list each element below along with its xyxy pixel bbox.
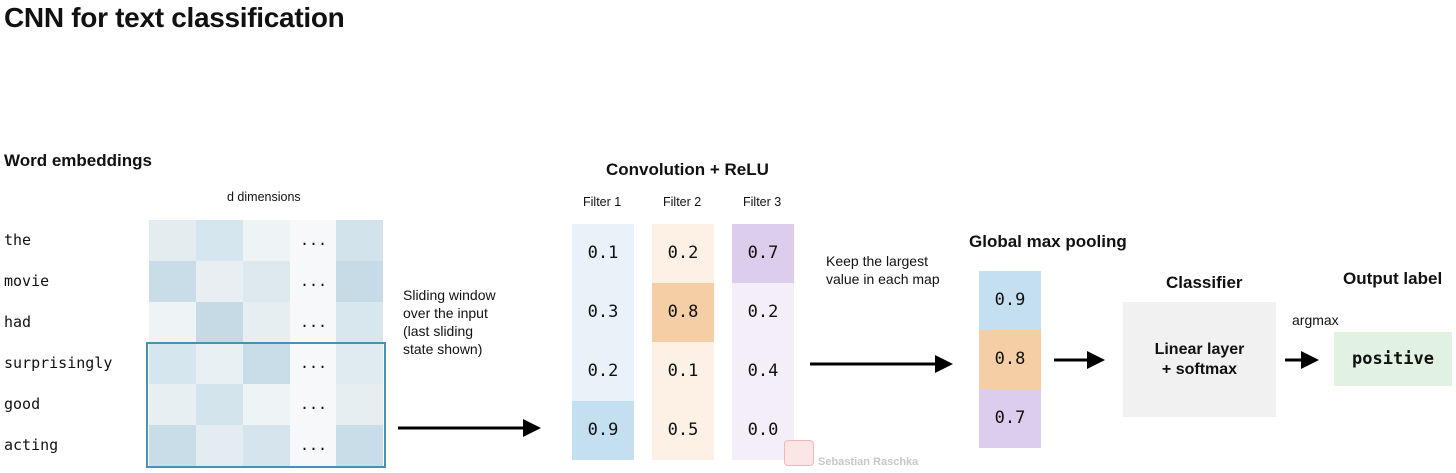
keep-largest-note: Keep the largest value in each map bbox=[826, 252, 940, 288]
embedding-cell bbox=[336, 220, 383, 261]
embedding-cell bbox=[243, 261, 290, 302]
embedding-cell bbox=[243, 384, 290, 425]
watermark-text: Sebastian Raschka bbox=[818, 456, 919, 468]
embedding-cell bbox=[149, 343, 196, 384]
sliding-window-box bbox=[146, 342, 386, 468]
embedding-cell bbox=[196, 302, 243, 343]
embedding-cell bbox=[336, 425, 383, 466]
pooling-heading: Global max pooling bbox=[969, 232, 1127, 251]
sliding-note-line: over the input bbox=[403, 305, 488, 321]
keep-note-line: value in each map bbox=[826, 271, 940, 287]
ellipsis-cell: ... bbox=[290, 343, 337, 384]
keep-note-line: Keep the largest bbox=[826, 253, 928, 269]
diagram-title: CNN for text classification bbox=[4, 2, 345, 33]
feature-map-cell: 0.3 bbox=[572, 283, 634, 342]
embedding-cell bbox=[196, 343, 243, 384]
embedding-cell bbox=[196, 425, 243, 466]
classifier-heading: Classifier bbox=[1166, 273, 1243, 292]
argmax-label: argmax bbox=[1292, 312, 1339, 328]
embedding-cell bbox=[149, 220, 196, 261]
embedding-cell bbox=[149, 302, 196, 343]
embedding-cell bbox=[149, 425, 196, 466]
filter-label: Filter 3 bbox=[743, 195, 782, 209]
classifier-line: Linear layer bbox=[1154, 340, 1245, 358]
filter-label: Filter 2 bbox=[663, 195, 702, 209]
embedding-cell bbox=[149, 384, 196, 425]
feature-map-cell: 0.8 bbox=[652, 283, 714, 342]
embeddings-heading: Word embeddings bbox=[4, 151, 152, 170]
sliding-note-line: state shown) bbox=[403, 341, 483, 357]
ellipsis-cell: ... bbox=[290, 384, 337, 425]
embedding-cell bbox=[336, 302, 383, 343]
word-label: the bbox=[4, 231, 32, 249]
feature-map-cell: 0.0 bbox=[732, 401, 794, 460]
embedding-cell bbox=[196, 384, 243, 425]
ellipsis-cell: ... bbox=[290, 220, 337, 261]
feature-map-cell: 0.5 bbox=[652, 401, 714, 460]
feature-map-cell: 0.1 bbox=[652, 342, 714, 401]
embedding-cell bbox=[336, 384, 383, 425]
filter-label: Filter 1 bbox=[583, 195, 622, 209]
pooled-value-cell: 0.8 bbox=[979, 330, 1041, 389]
pooled-value-cell: 0.7 bbox=[979, 389, 1041, 448]
feature-map-cell: 0.9 bbox=[572, 401, 634, 460]
embedding-cell bbox=[243, 220, 290, 261]
embedding-cell bbox=[336, 343, 383, 384]
sliding-window-note: Sliding window over the input (last slid… bbox=[403, 286, 496, 358]
pooled-value-cell: 0.9 bbox=[979, 271, 1041, 330]
ellipsis-cell: ... bbox=[290, 302, 337, 343]
feature-map-cell: 0.1 bbox=[572, 224, 634, 283]
output-label-box: positive bbox=[1334, 332, 1452, 386]
feature-map-cell: 0.7 bbox=[732, 224, 794, 283]
word-label: movie bbox=[4, 272, 50, 290]
feature-map-cell: 0.2 bbox=[652, 224, 714, 283]
ellipsis-cell: ... bbox=[290, 425, 337, 466]
word-label: acting bbox=[4, 436, 59, 454]
feature-map-cell: 0.4 bbox=[732, 342, 794, 401]
convolution-heading: Convolution + ReLU bbox=[606, 160, 769, 179]
embedding-cell bbox=[149, 261, 196, 302]
embedding-cell bbox=[196, 261, 243, 302]
word-label: had bbox=[4, 313, 32, 331]
word-label: good bbox=[4, 395, 41, 413]
embedding-cell bbox=[243, 425, 290, 466]
output-heading: Output label bbox=[1343, 269, 1443, 288]
embedding-cell bbox=[243, 302, 290, 343]
embedding-cell bbox=[243, 343, 290, 384]
ellipsis-cell: ... bbox=[290, 261, 337, 302]
classifier-box: Linear layer + softmax bbox=[1123, 302, 1276, 417]
feature-map-cell: 0.2 bbox=[732, 283, 794, 342]
classifier-line: + softmax bbox=[1161, 360, 1238, 378]
embedding-cell bbox=[336, 261, 383, 302]
sliding-note-line: Sliding window bbox=[403, 287, 496, 303]
sliding-note-line: (last sliding bbox=[403, 323, 474, 339]
output-label-value: positive bbox=[1352, 349, 1434, 369]
dims-label: d dimensions bbox=[227, 190, 301, 204]
watermark-logo bbox=[784, 440, 814, 466]
feature-map-cell: 0.2 bbox=[572, 342, 634, 401]
embedding-cell bbox=[196, 220, 243, 261]
word-label: surprisingly bbox=[4, 354, 113, 372]
